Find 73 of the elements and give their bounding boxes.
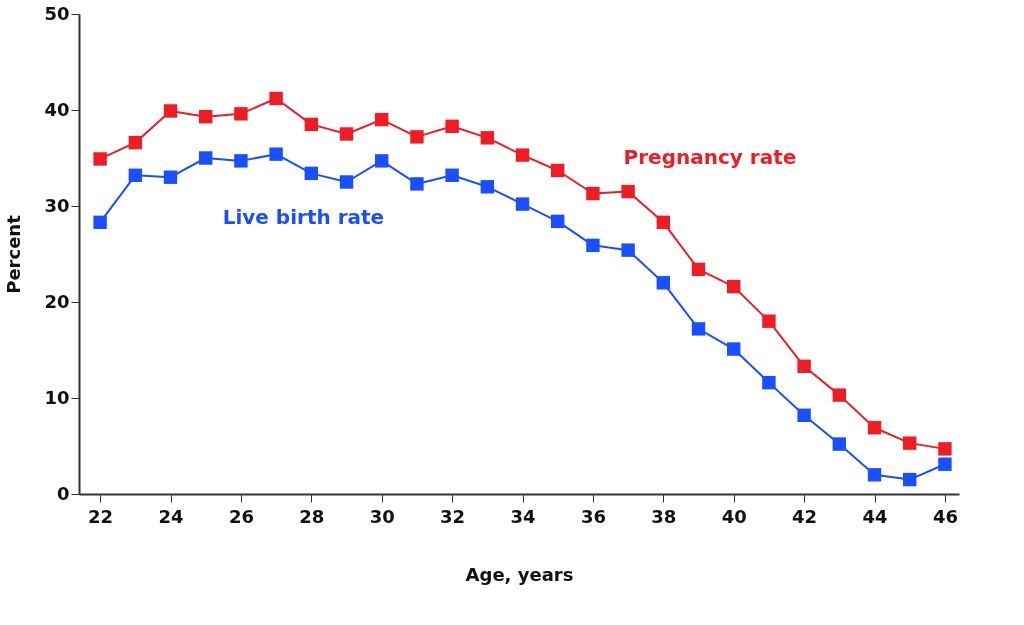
- point: [480, 131, 495, 145]
- point: [691, 322, 706, 336]
- point: [762, 314, 776, 328]
- series-label: Pregnancy rate: [623, 145, 797, 169]
- x-tick-label: 38: [651, 505, 677, 527]
- point: [621, 184, 635, 199]
- point: [551, 214, 565, 229]
- point: [339, 127, 354, 141]
- point: [903, 472, 917, 487]
- y-tick-label: 40: [44, 98, 70, 120]
- point: [867, 421, 882, 435]
- point: [832, 437, 847, 451]
- y-tick-label: 20: [44, 290, 70, 312]
- point: [410, 177, 424, 191]
- x-tick-label: 36: [580, 505, 606, 527]
- point: [445, 119, 459, 134]
- point: [515, 148, 530, 162]
- x-axis-title: Age, years: [465, 563, 574, 585]
- point: [304, 166, 319, 181]
- x-tick-label: 28: [299, 505, 325, 527]
- x-tick-label: 46: [932, 505, 958, 527]
- point: [375, 112, 389, 127]
- point: [480, 180, 495, 194]
- y-axis-title: Percent: [3, 214, 25, 294]
- x-tick-label: 42: [792, 505, 818, 527]
- point: [938, 457, 952, 471]
- x-tick-label: 22: [88, 505, 114, 527]
- point: [199, 151, 213, 165]
- x-tick-label: 30: [369, 505, 395, 527]
- point: [727, 342, 741, 356]
- y-tick-label: 30: [44, 194, 70, 216]
- point: [727, 279, 741, 294]
- x-tick-label: 24: [158, 505, 184, 527]
- y-tick-label: 10: [44, 386, 70, 408]
- point: [832, 388, 847, 402]
- point: [656, 276, 671, 290]
- x-tick-label: 40: [721, 505, 747, 527]
- point: [199, 110, 213, 124]
- point: [93, 215, 107, 230]
- point: [938, 442, 952, 456]
- point: [691, 262, 706, 277]
- point: [445, 168, 459, 182]
- point: [586, 186, 600, 201]
- point: [234, 107, 248, 121]
- x-tick-label: 26: [228, 505, 254, 527]
- point: [797, 408, 811, 422]
- series-label: Live birth rate: [222, 205, 385, 229]
- point: [93, 152, 107, 166]
- x-tick-label: 34: [510, 505, 536, 527]
- point: [128, 135, 143, 150]
- point: [586, 238, 600, 253]
- point: [410, 130, 424, 144]
- point: [867, 468, 882, 482]
- point: [621, 243, 635, 257]
- y-tick-label: 50: [44, 2, 70, 24]
- point: [339, 175, 354, 189]
- point: [656, 215, 671, 230]
- point: [375, 154, 389, 168]
- point: [163, 170, 178, 184]
- point: [903, 436, 917, 450]
- point: [304, 117, 319, 132]
- point: [551, 163, 565, 178]
- point: [269, 91, 283, 106]
- y-tick-label: 0: [56, 482, 70, 504]
- point: [163, 104, 178, 118]
- point: [128, 168, 143, 182]
- point: [269, 147, 283, 161]
- x-tick-label: 32: [440, 505, 466, 527]
- point: [515, 197, 530, 211]
- point: [234, 154, 248, 168]
- point: [797, 359, 811, 374]
- x-tick-label: 44: [862, 505, 888, 527]
- point: [762, 375, 776, 390]
